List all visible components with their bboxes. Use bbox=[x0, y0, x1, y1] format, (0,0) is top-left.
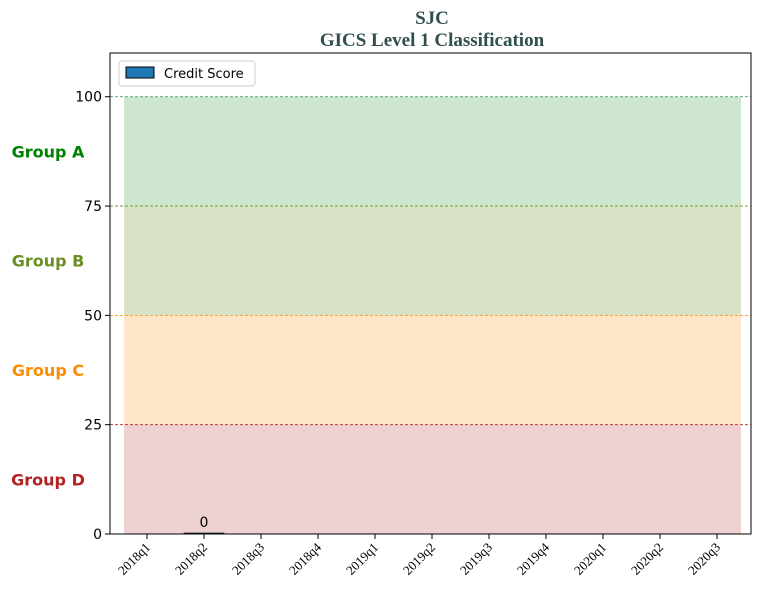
x-axis: 2018q1 2018q2 2018q3 2018q4 2019q1 2019q2 2019… bbox=[115, 534, 723, 578]
y-axis: 0 25 50 75 100 bbox=[75, 90, 110, 543]
plot-area-frame bbox=[109, 52, 752, 535]
band-group-c bbox=[124, 315, 741, 425]
chart-subtitle: GICS Level 1 Classification bbox=[320, 30, 545, 51]
group-label-group-a: Group A bbox=[12, 142, 85, 161]
x-tick-label-2019q2: 2019q2 bbox=[400, 540, 438, 578]
data-labels: 0 bbox=[200, 515, 209, 531]
x-tick-label-2019q4: 2019q4 bbox=[514, 539, 553, 578]
y-tick-label-0: 0 bbox=[93, 527, 102, 543]
x-tick-label-2020q1: 2020q1 bbox=[571, 540, 609, 578]
group-label-group-c: Group C bbox=[12, 361, 84, 380]
x-tick-label-2018q4: 2018q4 bbox=[286, 539, 325, 578]
band-group-d bbox=[124, 424, 741, 534]
chart-title: SJC bbox=[415, 8, 449, 29]
x-tick-label-2019q3: 2019q3 bbox=[457, 540, 495, 578]
band-group-b bbox=[124, 206, 741, 316]
y-tick-label-50: 50 bbox=[84, 308, 102, 324]
y-tick-label-25: 25 bbox=[84, 418, 102, 434]
legend: Credit Score bbox=[118, 60, 256, 87]
group-label-group-b: Group B bbox=[12, 252, 85, 271]
band-group-a bbox=[124, 96, 741, 207]
x-tick-label-2018q2: 2018q2 bbox=[172, 540, 210, 578]
x-tick-label-2019q1: 2019q1 bbox=[343, 540, 381, 578]
x-tick-label-2018q3: 2018q3 bbox=[229, 540, 267, 578]
x-tick-label-2020q2: 2020q2 bbox=[628, 540, 666, 578]
x-tick-label-2020q3: 2020q3 bbox=[685, 540, 723, 578]
y-tick-label-100: 100 bbox=[75, 90, 102, 106]
group-bands bbox=[110, 96, 751, 534]
group-labels: Group A Group B Group C Group D bbox=[11, 142, 85, 489]
data-label-2018q2: 0 bbox=[200, 515, 209, 531]
y-tick-label-75: 75 bbox=[84, 199, 102, 215]
legend-entry-credit-score: Credit Score bbox=[164, 67, 244, 82]
legend-swatch-credit-score bbox=[125, 66, 155, 79]
group-label-group-d: Group D bbox=[11, 470, 85, 489]
x-tick-label-2018q1: 2018q1 bbox=[115, 540, 153, 578]
